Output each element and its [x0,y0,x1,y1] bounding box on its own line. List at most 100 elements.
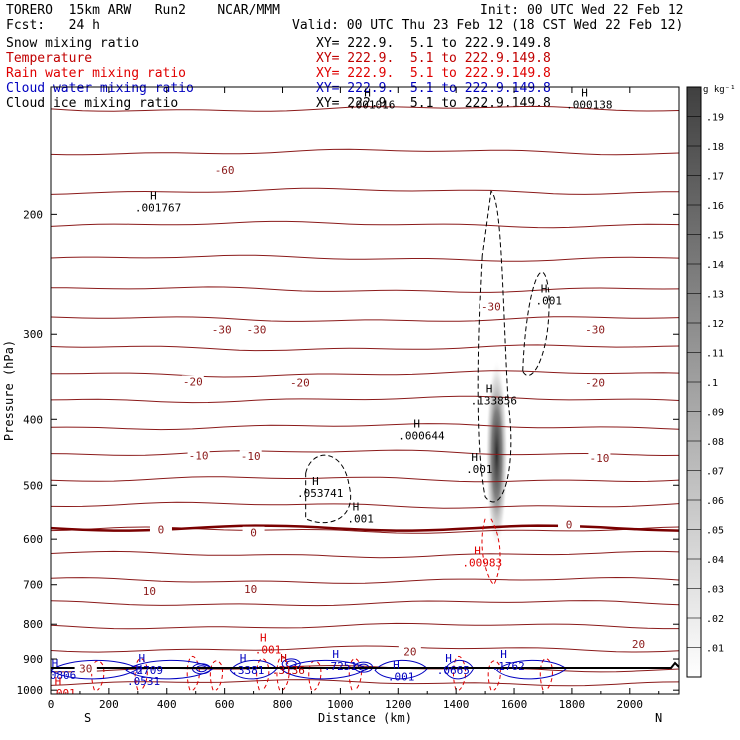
isotherm-label: -20 [183,375,203,388]
colorbar-tick-label: .01 [706,644,724,655]
max-label: .133856 [471,395,517,408]
colorbar-tick-label: .06 [706,496,724,507]
isotherm-label: 0 [566,519,573,532]
field-xy-rain: XY= 222.9. 5.1 to 222.9.149.8 [316,66,551,81]
isotherm-line [51,395,679,404]
colorbar-tick-label: .1 [706,378,718,389]
isotherm-label-bg [213,163,236,175]
field-name-snow: Snow mixing ratio [6,36,140,51]
isotherm-label-bg [210,323,233,335]
x-tick-label: 400 [157,698,177,711]
isotherm-line [51,501,679,509]
max-label: .3381 [231,664,264,677]
init-line: Init: 00 UTC Wed 22 Feb 12 [480,3,684,18]
isotherm-label-bg [74,662,97,674]
max-marker: H [139,652,146,665]
isotherm-line [51,476,679,483]
isotherm-label: -60 [215,164,235,177]
isotherm-label: -30 [247,323,267,336]
colorbar-tick-label: .07 [706,467,724,478]
y-tick-label: 800 [23,618,43,631]
max-marker: H [445,652,452,665]
forecast-line: Fcst: 24 h [6,18,100,33]
rain-contour [134,658,148,691]
isotherm-label-bg [479,300,502,312]
isotherm-label: -20 [585,376,605,389]
rain-contour [209,660,223,691]
isotherm-label: 10 [244,583,257,596]
max-marker: H [486,383,493,396]
max-label: .001 [347,513,374,526]
max-marker: H [541,283,548,296]
field-xy-snow: XY= 222.9. 5.1 to 222.9.149.8 [316,36,551,51]
freezing-level-line [51,524,679,532]
y-tick-label: 600 [23,533,43,546]
field-name-cloud-water: Cloud water mixing ratio [6,81,194,96]
isotherm-label-bg [584,323,607,335]
isotherm-label: -30 [212,323,232,336]
model-line: TORERO 15km ARW Run2 NCAR/MMM [6,3,280,18]
x-tick-label: 200 [99,698,119,711]
isotherm-line [51,220,679,229]
max-marker: H [471,451,478,464]
isotherm-line [51,423,679,431]
max-label: .001 [388,670,415,683]
x-tick-label: 800 [273,698,293,711]
max-marker: H [393,658,400,671]
isotherm-line [51,622,679,630]
isotherm-line [51,679,679,687]
y-tick-label: 200 [23,208,43,221]
max-label: .000644 [398,430,445,443]
isotherm-label-bg [627,637,650,649]
isotherm-label: -30 [585,323,605,336]
isotherm-label: 20 [403,645,416,658]
isotherm-label: 0 [158,524,165,537]
isotherm-line [51,449,679,457]
rain-contour [256,658,270,691]
max-marker: H [332,648,339,661]
y-axis-label: Pressure (hPa) [2,340,16,441]
isotherm-line [51,600,679,607]
x-tick-label: 1000 [327,698,354,711]
colorbar-tick-label: .14 [706,260,724,271]
y-tick-label: 700 [23,579,43,592]
colorbar-tick-label: .11 [706,349,724,360]
colorbar-unit: g kg⁻¹ [703,85,736,95]
isotherm-label-bg [588,452,611,464]
rain-contour [481,518,501,586]
isotherm-line [51,187,679,195]
y-tick-label: 400 [23,413,43,426]
max-label: .3136 [272,664,305,677]
max-marker: H [474,545,481,558]
x-tick-label: 0 [48,698,55,711]
isotherm-label: 20 [632,638,645,651]
y-tick-label: 900 [23,653,43,666]
colorbar-tick-label: .08 [706,437,724,448]
x-tick-label: 1600 [501,698,528,711]
rain-contour [186,656,200,691]
isotherm-line [51,105,679,112]
isotherm-label: 10 [143,585,156,598]
colorbar-tick-label: .04 [706,555,724,566]
max-label: .1762 [492,660,525,673]
max-label: .0531 [127,675,160,688]
x-tick-label: 600 [215,698,235,711]
cloud-ice-contour [522,271,550,376]
max-marker: H [364,87,371,100]
snow-contour [305,454,352,523]
max-label: .0665 [437,664,470,677]
field-xy-cloud-water: XY= 222.9. 5.1 to 222.9.149.8 [316,81,551,96]
rain-contour [308,660,322,691]
x-tick-label: 1200 [385,698,412,711]
colorbar-tick-label: .19 [706,113,724,124]
max-label: .000138 [566,99,612,112]
max-label: .0806 [43,669,76,682]
isotherm-line [51,148,679,156]
colorbar-tick-label: .16 [706,201,724,212]
max-marker: H [353,501,360,514]
rain-contour [453,656,467,691]
isotherm-line [51,254,679,262]
max-label: .2709 [130,664,163,677]
isotherm-label-bg [149,523,172,535]
isotherm-label: -20 [290,376,310,389]
